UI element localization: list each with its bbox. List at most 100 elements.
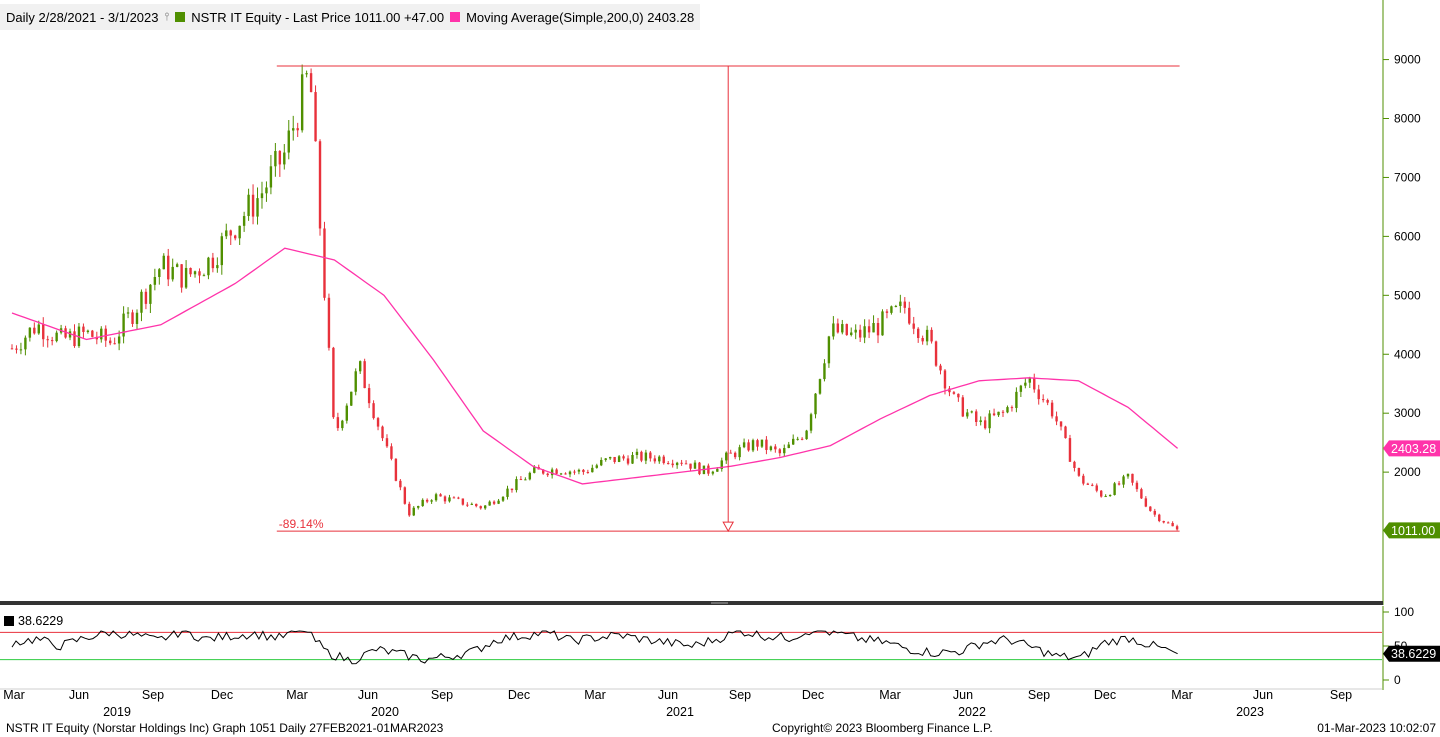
candle-body xyxy=(305,73,308,75)
candle-body xyxy=(818,379,822,394)
footer-security: NSTR IT Equity (Norstar Holdings Inc) Gr… xyxy=(6,721,444,735)
candle-body xyxy=(1122,476,1125,485)
candle-body xyxy=(966,412,969,417)
candle-body xyxy=(1117,483,1121,485)
candle-body xyxy=(903,301,906,308)
candle-body xyxy=(640,451,643,461)
candle-body xyxy=(354,371,357,392)
candle-body xyxy=(506,488,509,497)
ma-value-tag-bg xyxy=(1383,440,1440,457)
candle-body xyxy=(1126,473,1130,477)
candle-body xyxy=(845,324,848,335)
candle-body xyxy=(577,469,581,472)
footer-bar: NSTR IT Equity (Norstar Holdings Inc) Gr… xyxy=(0,719,1440,737)
candle-body xyxy=(211,257,215,269)
x-month-label: Dec xyxy=(508,688,530,702)
candle-body xyxy=(501,496,505,501)
candle-body xyxy=(274,151,277,167)
x-month-label: Jun xyxy=(69,688,89,702)
candle-body xyxy=(836,323,840,333)
candle-body xyxy=(184,267,188,288)
candle-body xyxy=(1131,473,1134,483)
candle-body xyxy=(814,393,817,415)
rsi-tick-label: 0 xyxy=(1394,673,1401,687)
candle-body xyxy=(292,128,295,131)
candle-body xyxy=(546,473,549,476)
candle-body xyxy=(671,463,674,466)
candle-body xyxy=(265,187,268,194)
candle-body xyxy=(604,458,607,460)
candle-body xyxy=(28,327,32,338)
candle-body xyxy=(1100,490,1103,497)
candle-body xyxy=(823,363,826,380)
legend-date-range: Daily 2/28/2021 - 3/1/2023 xyxy=(6,9,159,25)
rsi-value-tag: 38.6229 xyxy=(1391,647,1436,661)
candle-body xyxy=(832,323,835,337)
candle-body xyxy=(716,468,719,472)
candle-body xyxy=(425,499,429,502)
candle-body xyxy=(1095,485,1098,491)
candle-body xyxy=(216,265,219,269)
rsi-value-label: 38.6229 xyxy=(18,614,64,628)
candle-body xyxy=(881,311,884,336)
candle-body xyxy=(234,235,237,239)
candle-body xyxy=(649,452,652,459)
candle-body xyxy=(238,225,241,239)
candle-body xyxy=(104,328,107,341)
rsi-value-tag-bg xyxy=(1383,645,1440,662)
candle-body xyxy=(64,328,67,338)
candle-body xyxy=(385,438,389,447)
candle-body xyxy=(82,326,85,332)
candle-body xyxy=(153,276,157,285)
candle-body xyxy=(925,329,929,342)
candle-body xyxy=(631,454,634,464)
x-month-label: Sep xyxy=(729,688,751,702)
candle-body xyxy=(193,271,197,275)
footer-timestamp: 01-Mar-2023 10:02:07 xyxy=(1317,721,1436,735)
candle-body xyxy=(684,463,688,465)
candle-body xyxy=(363,361,366,389)
candle-body xyxy=(720,460,723,469)
candle-body xyxy=(1033,377,1036,390)
pin-icon[interactable]: ⫯ xyxy=(164,10,170,23)
candle-body xyxy=(381,426,384,439)
y-tick-label: 2000 xyxy=(1394,465,1421,479)
candle-body xyxy=(961,397,965,417)
candle-body xyxy=(872,322,875,333)
x-month-label: Jun xyxy=(358,688,378,702)
annotation-label: -89.14% xyxy=(279,517,324,531)
candle-body xyxy=(747,442,750,451)
candle-body xyxy=(260,193,264,199)
candle-body xyxy=(930,329,933,342)
candle-body xyxy=(225,230,228,237)
candle-body xyxy=(693,462,697,469)
candle-body xyxy=(135,312,139,324)
candle-body xyxy=(1082,475,1085,484)
ma-value-tag: 2403.28 xyxy=(1391,442,1436,456)
candle-body xyxy=(644,452,648,461)
candle-body xyxy=(412,507,415,516)
candle-body xyxy=(229,230,232,236)
candle-body xyxy=(519,479,523,481)
candle-body xyxy=(1068,438,1072,462)
x-month-label: Sep xyxy=(1330,688,1352,702)
rsi-swatch xyxy=(4,616,14,626)
candle-body xyxy=(117,336,121,344)
candle-body xyxy=(667,463,670,465)
candle-body xyxy=(327,297,331,348)
candle-body xyxy=(390,446,393,459)
x-month-label: Jun xyxy=(658,688,678,702)
candle-body xyxy=(314,92,317,142)
candle-body xyxy=(341,420,344,429)
candle-body xyxy=(24,337,27,350)
candle-body xyxy=(126,312,130,314)
candle-body xyxy=(1028,377,1031,383)
rsi-tick-label: 100 xyxy=(1394,605,1414,619)
candle-body xyxy=(952,392,956,394)
panel-separator xyxy=(0,601,1383,605)
candle-body xyxy=(171,266,174,280)
candle-body xyxy=(867,326,871,333)
candle-body xyxy=(336,417,340,429)
candle-body xyxy=(733,452,737,458)
candle-body xyxy=(479,506,482,509)
